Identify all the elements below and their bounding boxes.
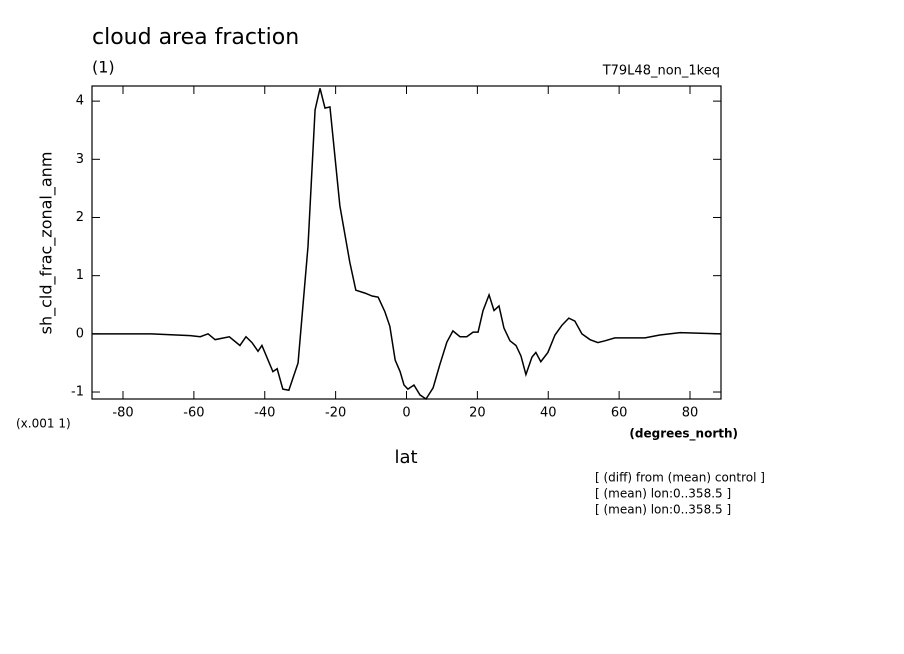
x-units: (degrees_north): [629, 427, 738, 442]
note: [ (mean) lon:0..358.5 ]: [595, 487, 731, 501]
y-tick-label: 0: [76, 326, 84, 341]
x-tick-label: -60: [183, 406, 204, 421]
x-tick-label: 0: [402, 406, 410, 421]
y-tick-label: 3: [76, 152, 84, 167]
chart-subtitle: (1): [92, 58, 115, 77]
run-label: T79L48_non_1keq: [602, 64, 720, 79]
plot-frame: [91, 85, 722, 400]
x-tick-label: 40: [540, 406, 557, 421]
x-tick-label: 20: [469, 406, 486, 421]
chart-title: cloud area fraction: [92, 25, 299, 50]
x-tick-label: -40: [254, 406, 275, 421]
x-tick-label: 80: [682, 406, 699, 421]
y-tick-label: 4: [76, 94, 84, 109]
x-tick-label: -80: [112, 406, 133, 421]
y-tick-label: 1: [76, 268, 84, 283]
note: [ (mean) lon:0..358.5 ]: [595, 503, 731, 517]
x-axis-label: lat: [394, 447, 417, 468]
y-tick-label: -1: [71, 385, 84, 400]
x-tick-label: 60: [611, 406, 628, 421]
x-tick-label: -20: [325, 406, 346, 421]
y-tick-label: 2: [76, 210, 84, 225]
note: [ (diff) from (mean) control ]: [595, 471, 765, 485]
y-axis-label: sh_cld_frac_zonal_anm: [37, 152, 57, 335]
y-scale-note: (x.001 1): [16, 417, 71, 431]
data-line: [92, 88, 722, 401]
